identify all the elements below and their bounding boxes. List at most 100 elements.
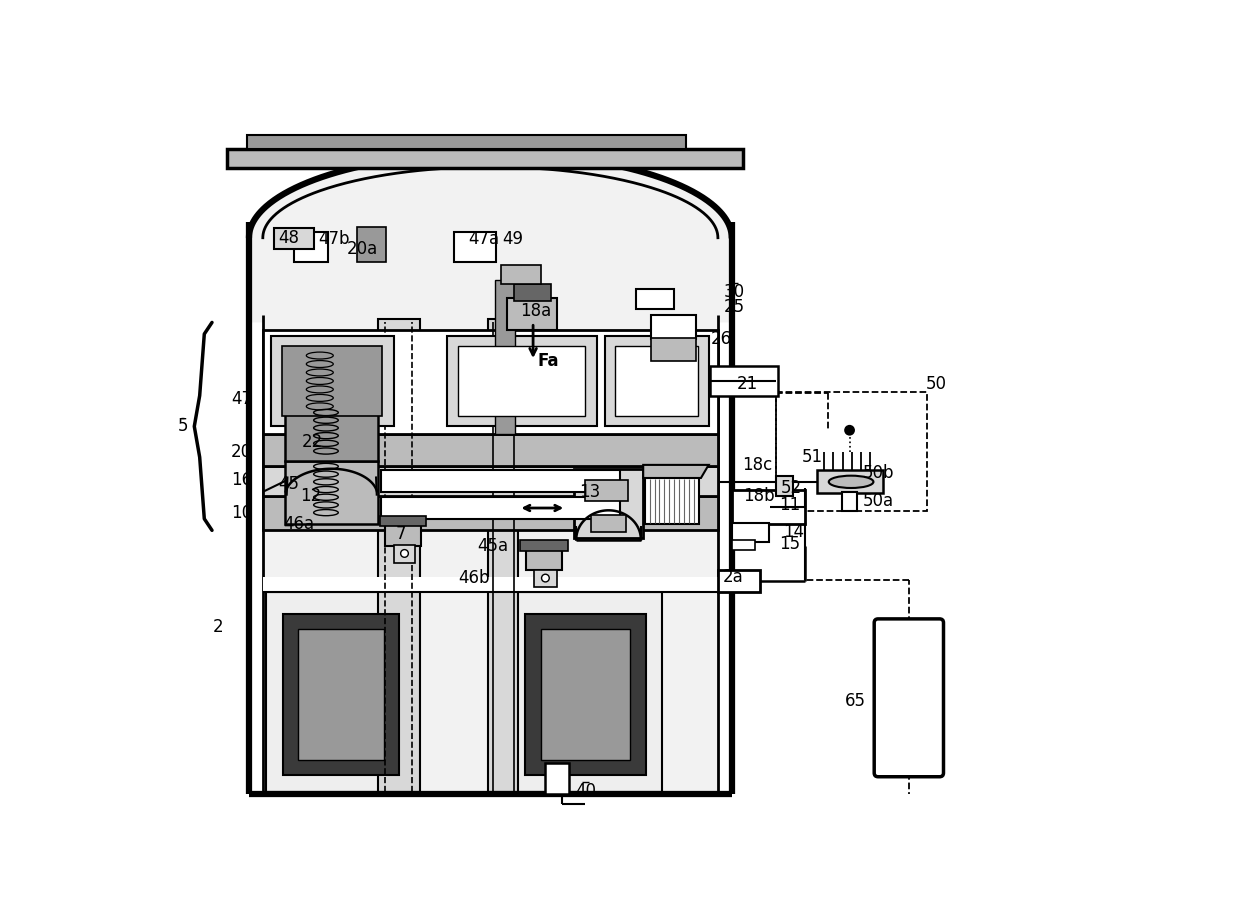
Bar <box>285 409 377 461</box>
Ellipse shape <box>828 475 873 488</box>
Text: 45: 45 <box>279 475 300 493</box>
Text: 15: 15 <box>779 535 800 553</box>
Text: 47b: 47b <box>317 230 350 248</box>
Text: 20: 20 <box>231 442 252 461</box>
Bar <box>274 228 314 249</box>
Bar <box>534 570 557 587</box>
Bar <box>651 338 696 361</box>
FancyBboxPatch shape <box>874 619 944 777</box>
Bar <box>459 345 585 417</box>
Bar <box>507 298 557 330</box>
Text: 50b: 50b <box>862 463 894 482</box>
Text: 13: 13 <box>579 483 600 501</box>
Bar <box>544 763 569 793</box>
Bar <box>299 629 383 759</box>
Text: 26: 26 <box>712 331 733 348</box>
Bar <box>526 614 646 775</box>
Bar <box>379 516 427 527</box>
Bar <box>487 319 518 792</box>
Text: 21: 21 <box>737 375 758 393</box>
Bar <box>294 232 329 262</box>
Bar <box>842 492 857 511</box>
Text: 11: 11 <box>779 496 800 514</box>
Bar <box>386 524 420 546</box>
Text: 48: 48 <box>279 229 300 246</box>
Text: 51: 51 <box>802 448 823 466</box>
Text: 12: 12 <box>300 486 321 505</box>
Text: 25: 25 <box>723 298 745 316</box>
Text: 30: 30 <box>723 283 745 300</box>
Bar <box>711 366 777 396</box>
Bar <box>281 345 382 417</box>
Bar <box>382 470 620 492</box>
Polygon shape <box>644 465 708 478</box>
Text: 40: 40 <box>575 781 596 800</box>
Text: 47a: 47a <box>469 230 500 248</box>
Bar <box>605 335 708 426</box>
Bar <box>227 149 743 169</box>
Bar <box>508 592 662 792</box>
Text: 18a: 18a <box>520 302 551 320</box>
Text: 18b: 18b <box>743 486 775 505</box>
Bar <box>574 469 644 538</box>
Bar <box>263 330 718 434</box>
Bar <box>615 345 698 417</box>
Bar <box>247 136 686 149</box>
Bar <box>645 478 698 524</box>
Bar <box>263 576 718 594</box>
Bar <box>585 479 627 501</box>
Bar <box>263 466 718 496</box>
Text: 14: 14 <box>784 523 805 540</box>
Bar <box>776 392 926 511</box>
Circle shape <box>401 550 408 557</box>
Text: 52: 52 <box>780 479 801 497</box>
Text: 46a: 46a <box>284 515 315 533</box>
Bar <box>776 476 794 496</box>
Bar <box>265 592 417 792</box>
Text: 50a: 50a <box>863 492 894 510</box>
Text: 22: 22 <box>301 432 322 451</box>
Bar <box>718 571 760 592</box>
Bar <box>635 289 675 309</box>
Text: 46b: 46b <box>458 569 490 587</box>
Bar <box>513 284 551 300</box>
Bar <box>454 232 496 262</box>
Bar <box>357 227 386 262</box>
Bar <box>283 614 399 775</box>
Text: 50: 50 <box>925 375 946 393</box>
Bar <box>732 540 755 551</box>
Bar <box>377 319 420 792</box>
Bar <box>263 434 718 466</box>
Circle shape <box>542 574 549 582</box>
Bar <box>446 335 596 426</box>
Text: Fa: Fa <box>538 352 559 370</box>
Bar <box>541 629 630 759</box>
Text: 7: 7 <box>396 525 405 543</box>
Text: 16: 16 <box>231 472 252 489</box>
Bar <box>732 489 805 524</box>
Circle shape <box>844 425 854 436</box>
Bar <box>651 315 696 340</box>
Bar <box>394 545 415 562</box>
Text: 20a: 20a <box>346 240 378 258</box>
Bar <box>270 335 394 426</box>
Bar <box>263 496 718 530</box>
Text: 2a: 2a <box>723 568 744 585</box>
Bar <box>526 549 562 571</box>
Bar <box>382 497 620 518</box>
Bar <box>285 461 377 524</box>
Text: 49: 49 <box>502 230 523 248</box>
Bar <box>590 515 626 532</box>
Text: 47: 47 <box>231 390 252 409</box>
Text: 10: 10 <box>231 504 252 521</box>
Bar <box>732 523 769 542</box>
Bar <box>520 540 568 551</box>
Bar <box>817 470 883 494</box>
Text: 2: 2 <box>213 617 223 636</box>
Text: 45a: 45a <box>477 537 508 555</box>
Text: 65: 65 <box>844 692 866 710</box>
Text: 18c: 18c <box>742 456 773 474</box>
Bar <box>495 280 515 434</box>
Bar <box>501 266 541 284</box>
Polygon shape <box>249 153 732 793</box>
